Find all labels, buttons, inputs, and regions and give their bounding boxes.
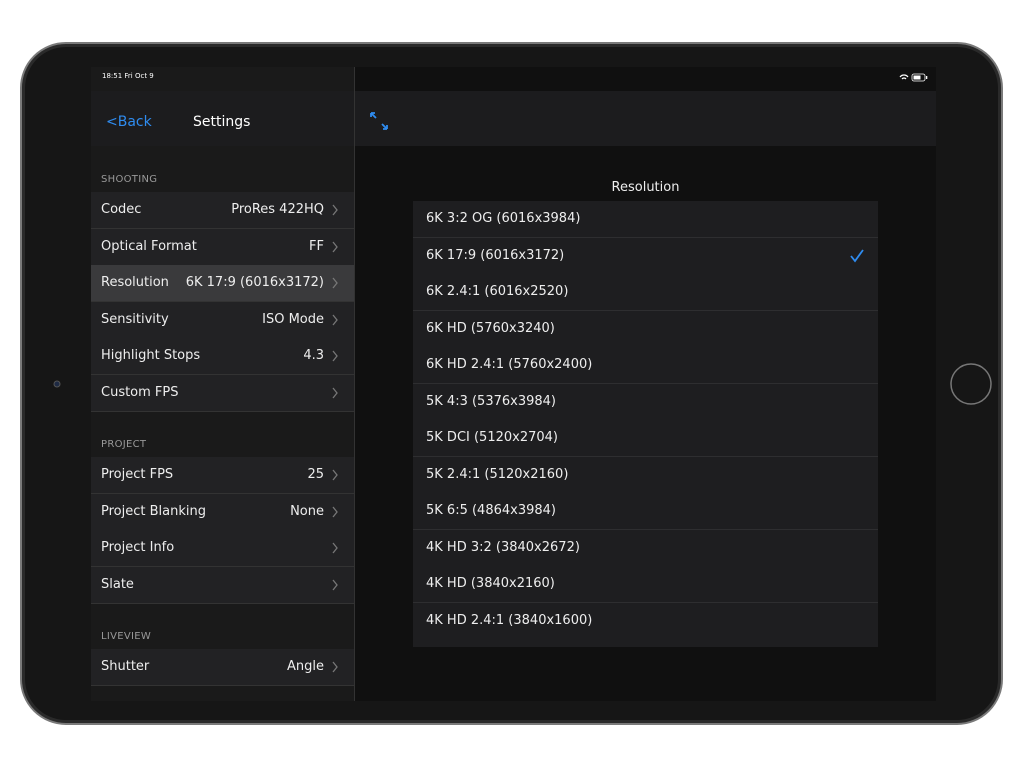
chevron bbox=[332, 579, 338, 590]
row-value: None bbox=[290, 503, 324, 519]
resolution-option[interactable]: 5K 2.4:1 (5120x2160) bbox=[413, 456, 878, 494]
nav-bar bbox=[91, 91, 354, 146]
detail-panel: Resolution 6K 3:2 OG (6016x3984) 6K 17:9 … bbox=[355, 67, 936, 701]
resolution-option[interactable]: 6K HD 2.4:1 (5760x2400) bbox=[413, 347, 878, 384]
home-button[interactable] bbox=[949, 362, 995, 408]
settings-row[interactable]: Project Info bbox=[91, 530, 354, 567]
option-label: 5K DCI (5120x2704) bbox=[426, 430, 558, 445]
row-label: Sensitivity bbox=[101, 311, 169, 327]
back-button[interactable]: <Back bbox=[106, 114, 152, 130]
resolution-option[interactable]: 6K 17:9 (6016x3172) bbox=[413, 237, 878, 275]
option-list-footer bbox=[413, 639, 878, 647]
option-label: 4K HD 2.4:1 (3840x1600) bbox=[426, 612, 593, 628]
option-label: 6K HD (5760x3240) bbox=[426, 320, 555, 336]
option-label: 6K HD 2.4:1 (5760x2400) bbox=[426, 357, 593, 372]
nav-title: Settings bbox=[193, 114, 251, 130]
row-label: Resolution bbox=[101, 275, 169, 290]
detail-title: Resolution bbox=[611, 180, 680, 195]
resolution-option[interactable]: 4K HD 2.4:1 (3840x1600) bbox=[413, 602, 878, 640]
option-label: 5K 2.4:1 (5120x2160) bbox=[426, 466, 569, 482]
settings-row[interactable]: Shutter Angle bbox=[91, 649, 354, 686]
chevron bbox=[332, 387, 338, 398]
section-header: SHOOTING bbox=[101, 174, 158, 185]
row-label: Optical Format bbox=[101, 238, 197, 254]
chevron bbox=[332, 542, 338, 554]
row-value: 4.3 bbox=[303, 348, 324, 363]
option-label: 6K 17:9 (6016x3172) bbox=[426, 247, 565, 263]
chevron bbox=[332, 469, 338, 481]
row-label: Custom FPS bbox=[101, 384, 179, 400]
row-label: Slate bbox=[101, 576, 134, 592]
option-label: 5K 6:5 (4864x3984) bbox=[426, 503, 556, 518]
checkmark bbox=[850, 248, 864, 262]
chevron bbox=[332, 314, 338, 325]
settings-row[interactable]: Resolution 6K 17:9 (6016x3172) bbox=[91, 265, 354, 302]
settings-row[interactable]: Project FPS 25 bbox=[91, 457, 354, 494]
resolution-option[interactable]: 5K 4:3 (5376x3984) bbox=[413, 383, 878, 421]
resolution-option[interactable]: 6K 2.4:1 (6016x2520) bbox=[413, 274, 878, 311]
row-label: Project Info bbox=[101, 540, 175, 555]
option-label: 4K HD 3:2 (3840x2672) bbox=[426, 539, 580, 555]
screen: 18:51 Fri Oct 9 <Back Settings SHOOTING C… bbox=[91, 67, 936, 701]
detail-nav-bar bbox=[355, 91, 936, 146]
row-value: 25 bbox=[307, 467, 324, 482]
row-label: Codec bbox=[101, 202, 142, 217]
settings-row[interactable]: Project Blanking None bbox=[91, 493, 354, 531]
status-time: 18:51 Fri Oct 9 bbox=[102, 72, 154, 80]
row-label: Shutter bbox=[101, 659, 150, 674]
expand-button[interactable] bbox=[369, 111, 389, 131]
row-value: FF bbox=[309, 238, 324, 254]
settings-row[interactable]: Highlight Stops 4.3 bbox=[91, 338, 354, 375]
settings-row[interactable]: Optical Format FF bbox=[91, 228, 354, 266]
resolution-option[interactable]: 4K HD 3:2 (3840x2672) bbox=[413, 529, 878, 567]
resolution-option[interactable]: 6K HD (5760x3240) bbox=[413, 310, 878, 348]
settings-panel: 18:51 Fri Oct 9 <Back Settings SHOOTING C… bbox=[91, 67, 355, 701]
option-label: 5K 4:3 (5376x3984) bbox=[426, 393, 556, 409]
settings-row[interactable]: Codec ProRes 422HQ bbox=[91, 192, 354, 229]
settings-row[interactable]: Custom FPS bbox=[91, 374, 354, 412]
option-label: 6K 2.4:1 (6016x2520) bbox=[426, 284, 569, 299]
resolution-option[interactable]: 5K DCI (5120x2704) bbox=[413, 420, 878, 457]
row-value: ISO Mode bbox=[262, 311, 324, 327]
camera bbox=[53, 380, 61, 388]
section-header: LIVEVIEW bbox=[101, 631, 152, 642]
chevron bbox=[332, 241, 338, 252]
settings-row[interactable]: Slate bbox=[91, 566, 354, 604]
chevron bbox=[332, 350, 338, 362]
settings-row[interactable]: Sensitivity ISO Mode bbox=[91, 301, 354, 339]
chevron bbox=[332, 204, 338, 216]
resolution-option[interactable]: 6K 3:2 OG (6016x3984) bbox=[413, 201, 878, 238]
resolution-option[interactable]: 5K 6:5 (4864x3984) bbox=[413, 493, 878, 530]
chevron bbox=[332, 277, 338, 289]
row-value: ProRes 422HQ bbox=[231, 202, 324, 217]
section-header: PROJECT bbox=[101, 439, 147, 450]
row-label: Highlight Stops bbox=[101, 348, 201, 363]
chevron bbox=[332, 661, 338, 673]
option-label: 6K 3:2 OG (6016x3984) bbox=[426, 211, 581, 226]
resolution-option[interactable]: 4K HD (3840x2160) bbox=[413, 566, 878, 603]
row-value: Angle bbox=[287, 659, 324, 674]
row-label: Project Blanking bbox=[101, 503, 206, 519]
row-value: 6K 17:9 (6016x3172) bbox=[185, 275, 324, 290]
row-label: Project FPS bbox=[101, 467, 174, 482]
chevron bbox=[332, 506, 338, 517]
status-icons bbox=[899, 73, 928, 82]
option-label: 4K HD (3840x2160) bbox=[426, 576, 555, 591]
